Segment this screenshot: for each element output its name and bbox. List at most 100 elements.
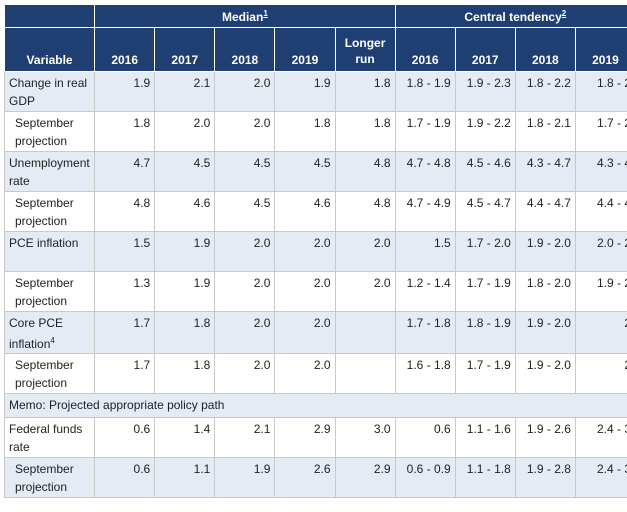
median-footnote-link[interactable]: 1 (263, 8, 268, 18)
central-year-header: 2016 (394, 27, 456, 72)
table-row: Core PCE inflation4 1.7 1.8 2.0 2.0 1.7 - 1.8… (3, 311, 627, 354)
row-label: September projection (3, 271, 96, 312)
header-blank (3, 4, 96, 28)
central-tendency-cell: 1.8 - 1.9 (394, 71, 456, 112)
median-cell: 4.7 (94, 151, 156, 192)
median-cell: 4.5 (214, 151, 276, 192)
row-label: Unemployment rate (3, 151, 96, 192)
central-tendency-cell: 1.9 - 2.0 (514, 231, 576, 272)
row-label-text: Federal funds rate (9, 422, 83, 454)
central-tendency-cell: 1.8 - 2.2 (514, 71, 576, 112)
longer-run-line1: Longer (344, 36, 386, 50)
median-cell: 2.0 (214, 311, 276, 354)
table-row: September projection 1.7 1.8 2.0 2.0 1.6 - 1.… (3, 353, 627, 394)
median-label: Median (221, 9, 264, 24)
central-tendency-cell: 4.7 - 4.9 (394, 191, 456, 232)
table-row: September projection 4.8 4.6 4.5 4.6 4.8 4.7 -… (3, 191, 627, 232)
central-tendency-cell: 1.7 - 1.9 (454, 353, 516, 394)
median-cell: 2.0 (274, 231, 336, 272)
median-cell: 0.6 (94, 417, 156, 458)
central-tendency-cell: 1.6 - 1.8 (394, 353, 456, 394)
median-cell: 4.6 (154, 191, 216, 232)
row-label-text: Change in real GDP (9, 76, 88, 108)
central-tendency-cell: 4.3 - 4.7 (514, 151, 576, 192)
median-cell: 2.0 (214, 271, 276, 312)
central-tendency-cell: 0.6 - 0.9 (394, 457, 456, 498)
median-year-header: 2019 (274, 27, 336, 72)
median-cell: 2.6 (274, 457, 336, 498)
row-footnote-link[interactable]: 4 (50, 336, 55, 345)
median-cell: 4.6 (274, 191, 336, 232)
memo-row: Memo: Projected appropriate policy path (4, 393, 627, 418)
median-cell: 4.5 (154, 151, 216, 192)
median-cell: 4.5 (274, 151, 336, 192)
projections-table: Median1 Central tendency2 Variable 2016 … (3, 4, 627, 498)
median-cell: 1.7 (94, 353, 156, 394)
table-header: Median1 Central tendency2 Variable 2016 … (3, 4, 627, 72)
longer-run-cell: 1.8 (334, 111, 396, 152)
central-year-header: 2017 (454, 27, 516, 72)
row-label-text: PCE inflation (9, 236, 79, 250)
central-tendency-cell: 4.3 - 4 (574, 151, 627, 192)
table-row: PCE inflation 1.5 1.9 2.0 2.0 2.0 1.5 1.7 - 2.0… (3, 231, 627, 272)
table-row: Change in real GDP 1.9 2.1 2.0 1.9 1.8 1.8 - 1… (3, 71, 627, 112)
median-cell: 1.9 (154, 271, 216, 312)
median-cell: 2.0 (214, 353, 276, 394)
memo-label: Memo: Projected appropriate policy path (4, 393, 627, 418)
table-row: Unemployment rate 4.7 4.5 4.5 4.5 4.8 4.7 - 4.… (3, 151, 627, 192)
longer-run-cell: 2.0 (334, 271, 396, 312)
central-tendency-cell: 4.5 - 4.6 (454, 151, 516, 192)
median-cell: 1.1 (154, 457, 216, 498)
longer-run-cell: 4.8 (334, 191, 396, 232)
central-year-header: 2018 (514, 27, 576, 72)
longer-run-cell: 2.0 (334, 231, 396, 272)
median-cell: 2.0 (214, 71, 276, 112)
longer-run-cell: 4.8 (334, 151, 396, 192)
row-label: September projection (3, 191, 96, 232)
central-tendency-cell: 4.4 - 4.7 (514, 191, 576, 232)
median-cell: 1.9 (94, 71, 156, 112)
median-cell: 1.9 (274, 71, 336, 112)
median-cell: 2.0 (214, 231, 276, 272)
median-cell: 0.6 (94, 457, 156, 498)
central-tendency-cell: 2.4 - 3 (574, 417, 627, 458)
median-cell: 2.0 (154, 111, 216, 152)
median-cell: 1.5 (94, 231, 156, 272)
row-label-text: Core PCE inflation (9, 316, 64, 351)
row-label-text: September projection (15, 276, 74, 308)
median-cell: 1.8 (274, 111, 336, 152)
median-cell: 1.7 (94, 311, 156, 354)
central-tendency-cell: 1.9 - 2 (574, 271, 627, 312)
median-cell: 2.0 (274, 271, 336, 312)
median-cell: 1.4 (154, 417, 216, 458)
longer-run-line2: run (355, 52, 375, 66)
row-label: September projection (3, 457, 96, 498)
row-label-text: September projection (15, 196, 74, 228)
median-year-header: 2016 (94, 27, 156, 72)
median-cell: 2.0 (214, 111, 276, 152)
central-tendency-cell: 1.9 - 2.0 (514, 311, 576, 354)
longer-run-cell (334, 311, 396, 354)
row-label-text: September projection (15, 358, 74, 390)
central-year-header: 2019 (574, 27, 627, 72)
central-tendency-cell: 1.9 - 2.6 (514, 417, 576, 458)
longer-run-cell: 2.9 (334, 457, 396, 498)
table-row: September projection 1.3 1.9 2.0 2.0 2.0 1.2 -… (3, 271, 627, 312)
central-tendency-cell: 1.8 - 1.9 (454, 311, 516, 354)
central-tendency-cell: 1.9 - 2.0 (514, 353, 576, 394)
central-tendency-group-header: Central tendency2 (394, 4, 627, 28)
central-tendency-cell: 4.4 - 4 (574, 191, 627, 232)
row-label: PCE inflation (3, 231, 96, 272)
row-label: September projection (3, 353, 96, 394)
central-tendency-cell: 1.7 - 1.9 (454, 271, 516, 312)
central-tendency-cell: 1.7 - 1.8 (394, 311, 456, 354)
central-tendency-cell: 1.8 - 2.1 (514, 111, 576, 152)
central-tendency-cell: 1.1 - 1.8 (454, 457, 516, 498)
row-label: September projection (3, 111, 96, 152)
central-tendency-cell: 2.4 - 3 (574, 457, 627, 498)
longer-run-cell (334, 353, 396, 394)
central-tendency-cell: 2 (574, 311, 627, 354)
row-label-text: September projection (15, 116, 74, 148)
central-tendency-cell: 1.9 - 2.3 (454, 71, 516, 112)
central-tendency-footnote-link[interactable]: 2 (561, 8, 567, 18)
